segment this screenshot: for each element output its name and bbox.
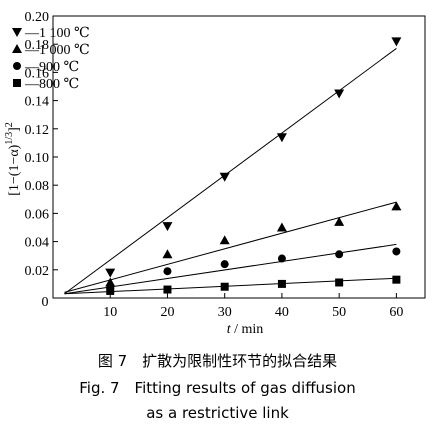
y-tick-label: 0.08 xyxy=(25,179,50,194)
x-tick-label: 60 xyxy=(389,305,403,320)
y-tick-label: 0.14 xyxy=(25,95,50,110)
point-series-3 xyxy=(277,279,286,288)
legend-label-3: —800 ℃ xyxy=(24,77,79,92)
figure-caption-english-line1: Fig. 7 Fitting results of gas diffusion xyxy=(79,379,356,397)
axis-titles: t / min [1−(1−α)1/3]2 xyxy=(4,122,263,337)
point-series-2 xyxy=(277,254,286,263)
origin-label: 0 xyxy=(42,295,49,310)
y-tick-label: 0.16 xyxy=(25,66,50,81)
point-series-0 xyxy=(391,37,402,47)
point-series-1 xyxy=(334,216,345,226)
point-series-2 xyxy=(392,247,401,256)
x-tick-label: 10 xyxy=(103,305,117,320)
y-tick-label: 0.18 xyxy=(25,38,50,53)
x-axis-title: t / min xyxy=(227,322,264,337)
legend-marker-1 xyxy=(12,44,22,53)
plot-frame xyxy=(52,15,426,299)
ticks: 0.02 0.04 0.06 0.08 0.10 0.12 0.14 0.16 0.18 0.20… xyxy=(25,10,404,320)
legend: —1 100 ℃ —1 000 ℃ —900 ℃ —800 ℃ xyxy=(12,26,90,92)
axes xyxy=(52,15,426,299)
y-tick-label: 0.06 xyxy=(25,207,50,222)
point-series-2 xyxy=(220,260,229,269)
y-tick-label: 0.02 xyxy=(25,264,50,279)
point-series-1 xyxy=(391,201,402,211)
legend-marker-0 xyxy=(12,28,22,37)
data-points xyxy=(105,37,402,295)
x-tick-label: 50 xyxy=(332,305,346,320)
y-axis-title: [1−(1−α)1/3]2 xyxy=(4,122,22,196)
chart: 0.02 0.04 0.06 0.08 0.10 0.12 0.14 0.16 0.18 0.20… xyxy=(4,10,426,337)
y-tick-label: 0.04 xyxy=(25,236,50,251)
point-series-0 xyxy=(105,268,116,278)
legend-label-0: —1 100 ℃ xyxy=(24,26,90,41)
point-series-0 xyxy=(334,89,345,99)
legend-marker-3 xyxy=(13,79,21,87)
figure-caption-english-line2: as a restrictive link xyxy=(146,404,289,422)
legend-label-1: —1 000 ℃ xyxy=(24,43,90,58)
point-series-2 xyxy=(163,267,172,276)
y-tick-label: 0.20 xyxy=(25,10,50,25)
x-tick-label: 20 xyxy=(160,305,174,320)
point-series-1 xyxy=(162,249,173,259)
point-series-1 xyxy=(105,277,116,287)
point-series-0 xyxy=(276,133,287,143)
point-series-3 xyxy=(163,285,172,294)
point-series-1 xyxy=(219,235,230,245)
point-series-3 xyxy=(335,278,344,287)
figure-caption-chinese: 图 7 扩散为限制性环节的拟合结果 xyxy=(97,352,338,370)
point-series-1 xyxy=(276,222,287,232)
legend-label-2: —900 ℃ xyxy=(24,60,79,75)
fit-line-0 xyxy=(64,48,397,295)
x-tick-label: 30 xyxy=(218,305,232,320)
point-series-3 xyxy=(392,275,401,284)
fit-line-1 xyxy=(64,201,397,293)
point-series-0 xyxy=(219,172,230,182)
point-series-2 xyxy=(335,250,344,259)
x-tick-label: 40 xyxy=(275,305,289,320)
fit-lines xyxy=(64,48,397,295)
point-series-3 xyxy=(106,286,115,295)
point-series-0 xyxy=(162,222,173,232)
point-series-3 xyxy=(220,282,229,291)
legend-marker-2 xyxy=(13,62,21,70)
y-tick-label: 0.12 xyxy=(25,123,50,138)
y-tick-label: 0.10 xyxy=(25,151,50,166)
